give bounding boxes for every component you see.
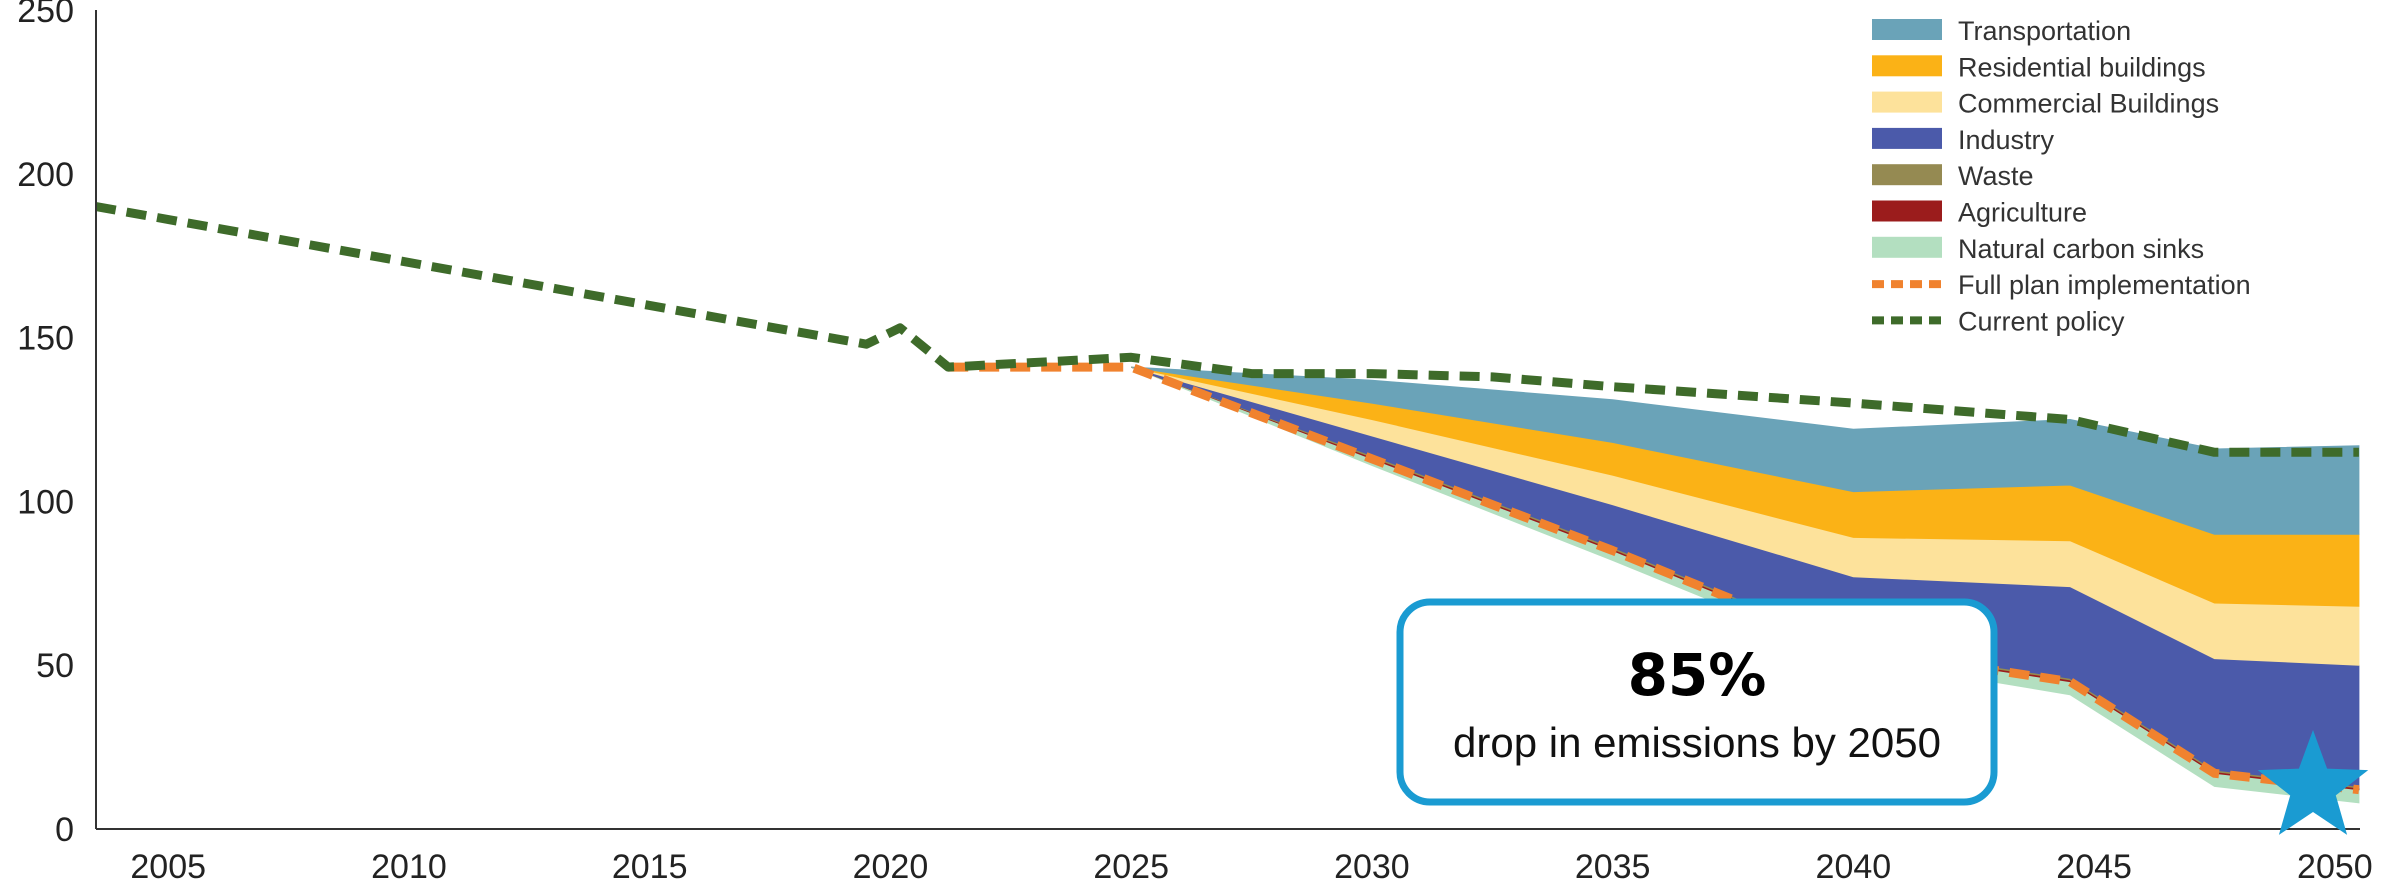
callout-box bbox=[1396, 598, 1998, 806]
x-tick-label: 2035 bbox=[1575, 848, 1651, 886]
x-tick-label: 2040 bbox=[1816, 848, 1892, 886]
line-current-policy bbox=[95, 202, 2359, 457]
legend-label: Industry bbox=[1958, 125, 2055, 155]
y-tick-labels: 0 50 100 150 200 250 bbox=[17, 0, 74, 849]
legend-swatch bbox=[1872, 55, 1942, 77]
y-tick-label: 200 bbox=[17, 156, 74, 194]
y-tick-label: 100 bbox=[17, 483, 74, 521]
legend-swatch bbox=[1872, 19, 1942, 40]
callout-text: drop in emissions by 2050 bbox=[1453, 719, 1941, 766]
x-tick-label: 2050 bbox=[2297, 848, 2373, 886]
x-tick-label: 2005 bbox=[130, 848, 206, 886]
x-tick-label: 2025 bbox=[1093, 848, 1169, 886]
x-tick-label: 2045 bbox=[2056, 848, 2132, 886]
callout-percent: 85% bbox=[1628, 641, 1767, 709]
legend-swatch bbox=[1872, 200, 1942, 222]
stacked-areas bbox=[1131, 366, 2360, 804]
y-tick-label: 150 bbox=[17, 320, 74, 358]
x-tick-label: 2030 bbox=[1334, 848, 1410, 886]
callout: 85% drop in emissions by 2050 bbox=[1396, 598, 1998, 806]
legend-swatch bbox=[1872, 91, 1942, 113]
legend-label: Transportation bbox=[1958, 16, 2131, 46]
line-full-plan-implementation bbox=[948, 362, 2360, 795]
x-tick-label: 2020 bbox=[853, 848, 929, 886]
x-tick-labels: 2005 2010 2015 2020 2025 2030 2035 2040 2045 2050 bbox=[130, 848, 2372, 886]
y-tick-label: 0 bbox=[55, 811, 74, 849]
legend-label: Natural carbon sinks bbox=[1958, 234, 2204, 264]
legend-swatch bbox=[1872, 164, 1942, 186]
legend-label: Waste bbox=[1958, 161, 2034, 191]
legend-swatch bbox=[1872, 236, 1942, 258]
legend: Transportation Residential buildings Comme… bbox=[1872, 16, 2251, 336]
legend-label: Commercial Buildings bbox=[1958, 89, 2219, 119]
star-icon bbox=[2257, 730, 2369, 835]
y-tick-label: 250 bbox=[17, 0, 74, 30]
legend-swatch bbox=[1872, 127, 1942, 149]
y-tick-label: 50 bbox=[36, 647, 74, 685]
legend-label: Current policy bbox=[1958, 306, 2125, 336]
legend-label: Residential buildings bbox=[1958, 52, 2206, 82]
projection-lines bbox=[95, 202, 2360, 795]
area-transportation bbox=[1131, 366, 2360, 535]
legend-label: Full plan implementation bbox=[1958, 270, 2251, 300]
x-tick-label: 2015 bbox=[612, 848, 688, 886]
x-tick-label: 2010 bbox=[371, 848, 447, 886]
legend-label: Agriculture bbox=[1958, 198, 2087, 228]
